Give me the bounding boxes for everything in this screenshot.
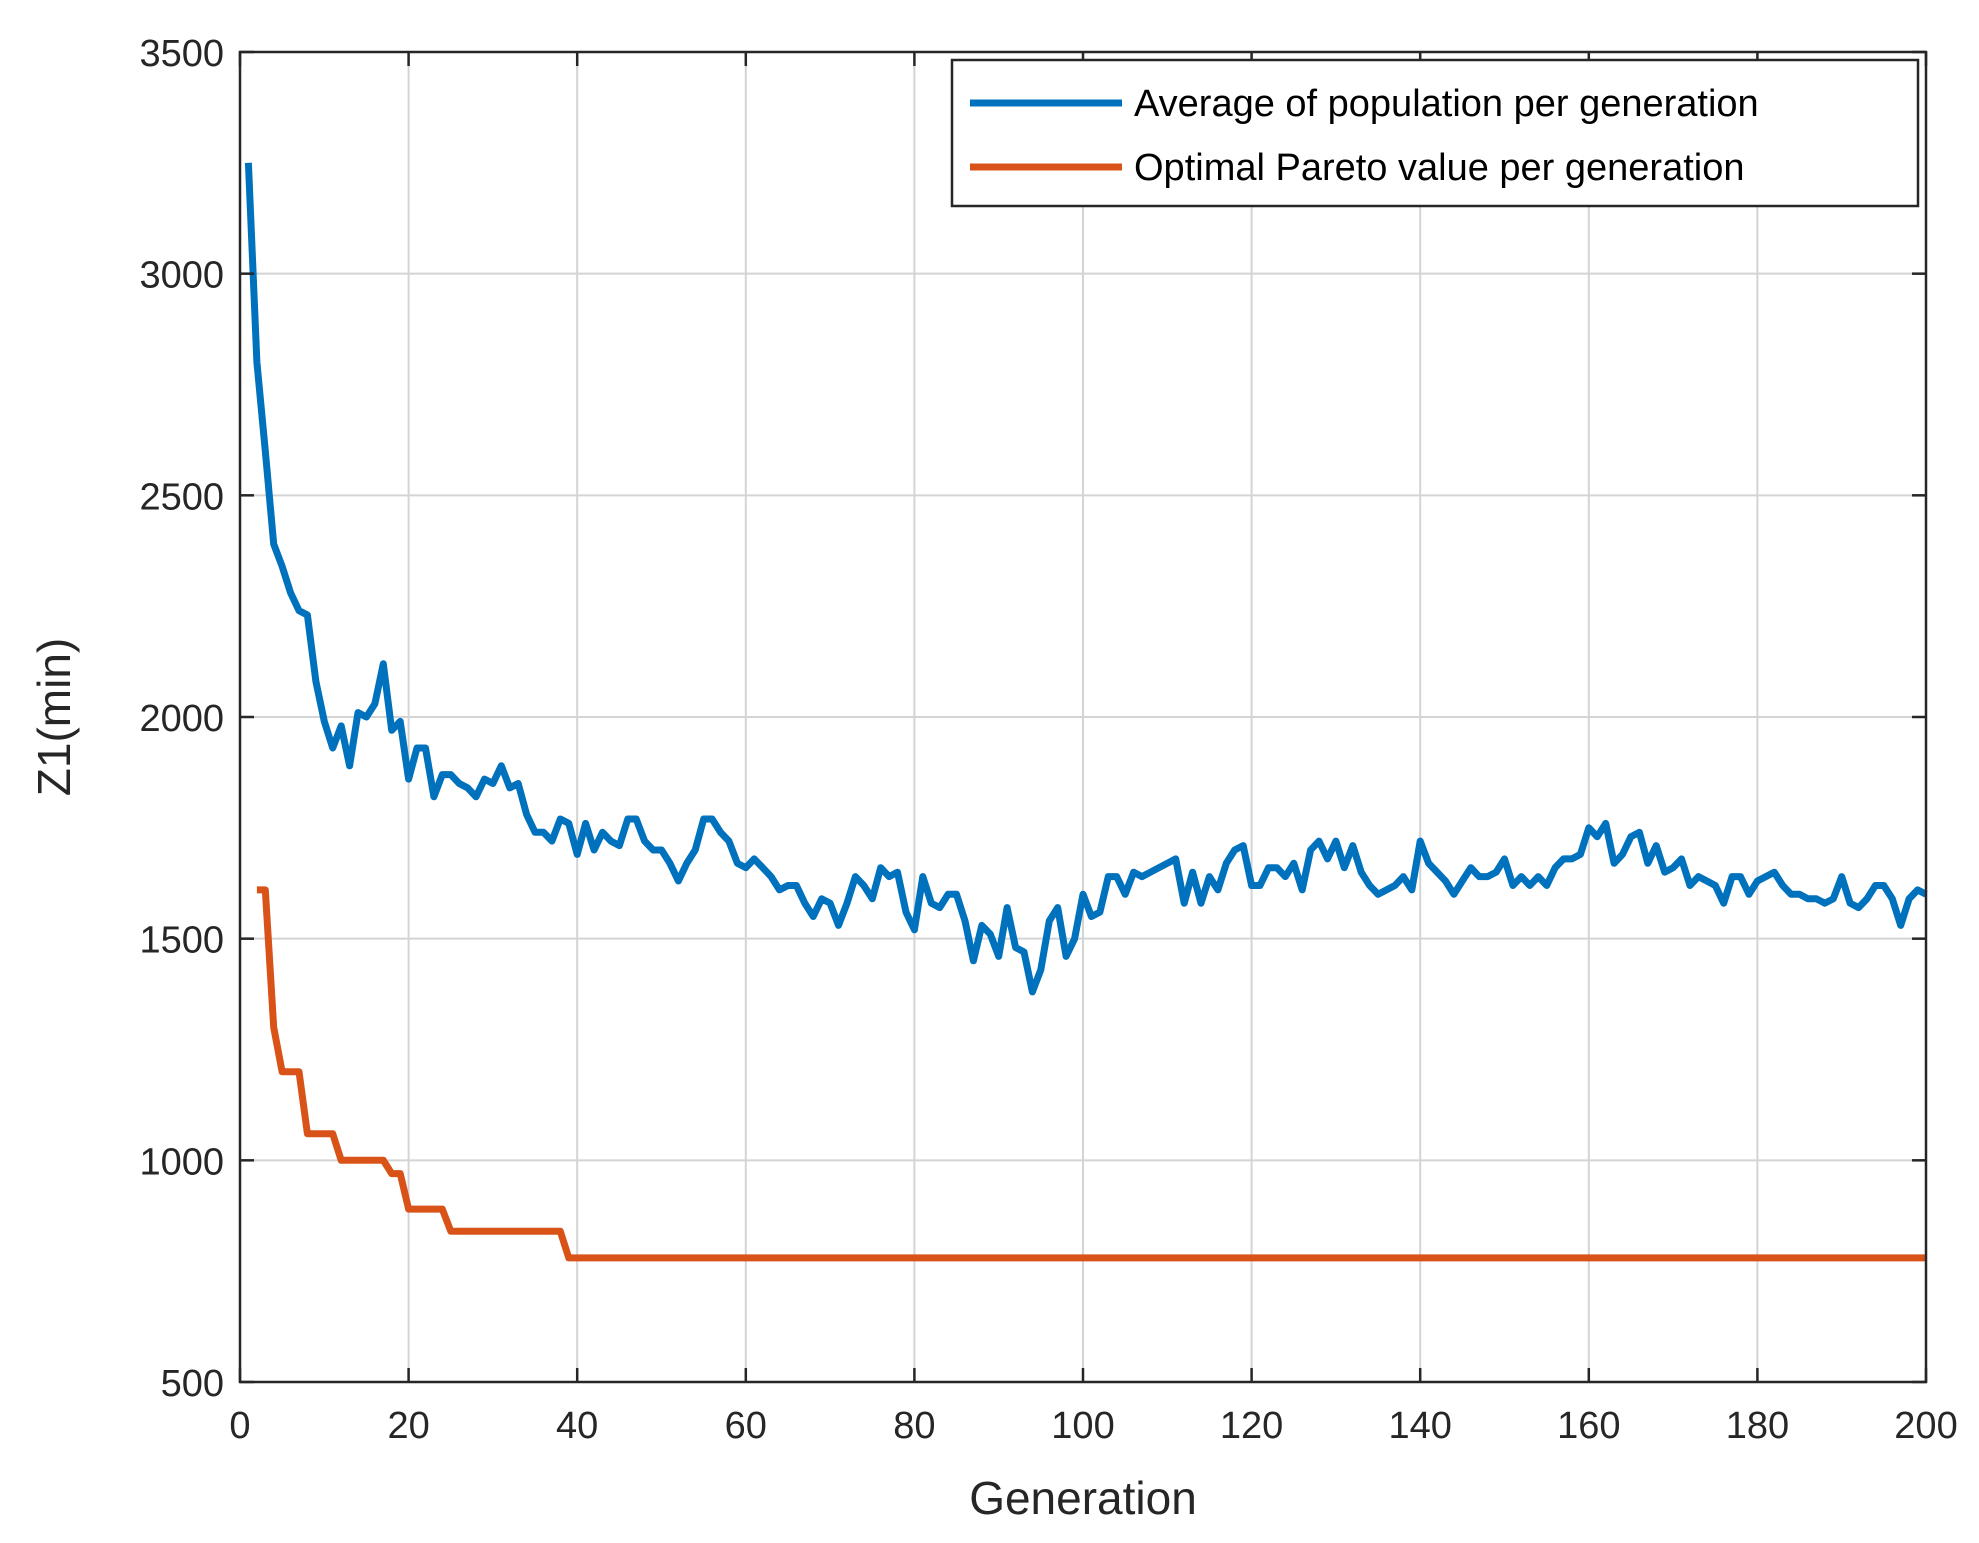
- y-tick-label: 1500: [139, 920, 224, 962]
- y-tick-label: 1000: [139, 1141, 224, 1183]
- x-tick-label: 180: [1726, 1405, 1789, 1447]
- legend-label-optimal: Optimal Pareto value per generation: [1134, 147, 1744, 189]
- grid-lines: [240, 52, 1926, 1382]
- x-tick-label: 60: [725, 1405, 767, 1447]
- legend-label-average: Average of population per generation: [1134, 83, 1759, 125]
- y-tick-label: 3500: [139, 33, 224, 75]
- x-tick-label: 0: [229, 1405, 250, 1447]
- x-tick-label: 40: [556, 1405, 598, 1447]
- x-axis-label: Generation: [969, 1472, 1197, 1524]
- x-tick-label: 20: [387, 1405, 429, 1447]
- legend: Average of population per generation Opt…: [950, 58, 1920, 208]
- y-tick-label: 2000: [139, 698, 224, 740]
- y-tick-label: 3000: [139, 255, 224, 297]
- y-tick-label: 500: [161, 1363, 224, 1405]
- x-tick-label: 160: [1557, 1405, 1620, 1447]
- axis-tick-labels: 0 20 40 60 80 100 120 140 160 180 200 500 1000 1500 20…: [139, 33, 1957, 1447]
- x-tick-label: 80: [893, 1405, 935, 1447]
- x-tick-label: 120: [1220, 1405, 1283, 1447]
- x-tick-label: 140: [1388, 1405, 1451, 1447]
- x-tick-label: 200: [1894, 1405, 1957, 1447]
- y-tick-label: 2500: [139, 476, 224, 518]
- plot-area: [244, 162, 1928, 1262]
- y-axis-label: Z1(min): [28, 638, 80, 796]
- legend-box: [950, 58, 1920, 208]
- x-tick-label: 100: [1051, 1405, 1114, 1447]
- series-average-line: [244, 162, 1928, 996]
- series-optimal-pareto-line: [256, 886, 1926, 1262]
